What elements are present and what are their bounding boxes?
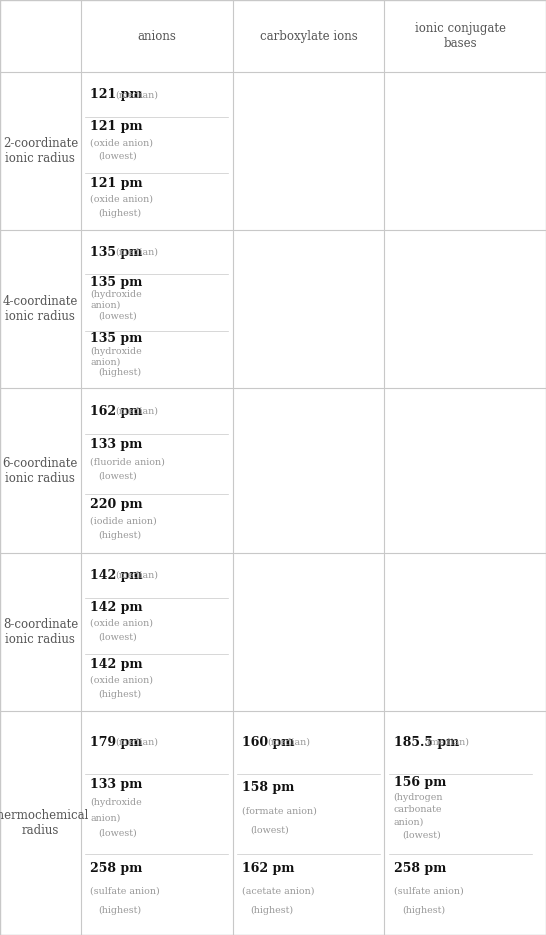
Text: (sulfate anion): (sulfate anion) — [394, 886, 464, 896]
Text: 135 pm: 135 pm — [90, 246, 143, 259]
Text: 121 pm: 121 pm — [90, 120, 143, 133]
Text: anion): anion) — [90, 813, 121, 822]
Text: (lowest): (lowest) — [250, 826, 289, 835]
Text: (lowest): (lowest) — [402, 830, 441, 839]
Text: (median): (median) — [116, 407, 159, 416]
Text: 160 pm: 160 pm — [242, 736, 294, 749]
Text: 4-coordinate
ionic radius: 4-coordinate ionic radius — [3, 295, 78, 324]
Text: 258 pm: 258 pm — [394, 862, 446, 875]
Text: 8-coordinate
ionic radius: 8-coordinate ionic radius — [3, 618, 78, 646]
Text: (median): (median) — [116, 571, 159, 580]
Text: (median): (median) — [116, 248, 159, 257]
Text: (oxide anion): (oxide anion) — [90, 195, 153, 204]
Text: anions: anions — [137, 30, 176, 43]
Text: 258 pm: 258 pm — [90, 862, 143, 875]
Text: 135 pm: 135 pm — [90, 276, 143, 289]
Text: (highest): (highest) — [402, 906, 445, 915]
Text: 156 pm: 156 pm — [394, 776, 446, 789]
Text: (highest): (highest) — [98, 689, 141, 698]
Text: ionic conjugate
bases: ionic conjugate bases — [415, 22, 506, 50]
Text: (formate anion): (formate anion) — [242, 806, 317, 815]
Text: (highest): (highest) — [98, 368, 141, 378]
Text: (hydrogen: (hydrogen — [394, 793, 443, 802]
Text: 162 pm: 162 pm — [90, 405, 143, 418]
Text: 6-coordinate
ionic radius: 6-coordinate ionic radius — [3, 456, 78, 484]
Text: (lowest): (lowest) — [98, 311, 137, 321]
Text: (sulfate anion): (sulfate anion) — [90, 886, 160, 896]
Text: carboxylate ions: carboxylate ions — [259, 30, 358, 43]
Text: (highest): (highest) — [98, 209, 141, 218]
Text: (median): (median) — [426, 738, 470, 747]
Text: (median): (median) — [116, 90, 159, 99]
Text: 2-coordinate
ionic radius: 2-coordinate ionic radius — [3, 137, 78, 165]
Text: (lowest): (lowest) — [98, 471, 137, 481]
Text: (oxide anion): (oxide anion) — [90, 138, 153, 147]
Text: (iodide anion): (iodide anion) — [90, 516, 157, 525]
Text: (hydroxide: (hydroxide — [90, 798, 142, 807]
Text: (hydroxide: (hydroxide — [90, 290, 142, 299]
Text: thermochemical
radius: thermochemical radius — [0, 809, 88, 837]
Text: anion): anion) — [394, 818, 424, 827]
Text: (lowest): (lowest) — [98, 828, 137, 838]
Text: 133 pm: 133 pm — [90, 778, 143, 791]
Text: 142 pm: 142 pm — [90, 601, 143, 613]
Text: (lowest): (lowest) — [98, 152, 137, 161]
Text: 142 pm: 142 pm — [90, 657, 143, 670]
Text: (lowest): (lowest) — [98, 633, 137, 641]
Text: (fluoride anion): (fluoride anion) — [90, 457, 165, 466]
Text: (highest): (highest) — [98, 906, 141, 915]
Text: (oxide anion): (oxide anion) — [90, 619, 153, 628]
Text: 121 pm: 121 pm — [90, 88, 143, 101]
Text: anion): anion) — [90, 358, 121, 367]
Text: (oxide anion): (oxide anion) — [90, 676, 153, 684]
Text: (median): (median) — [116, 738, 159, 747]
Text: (hydroxide: (hydroxide — [90, 347, 142, 356]
Text: 158 pm: 158 pm — [242, 781, 294, 794]
Text: 135 pm: 135 pm — [90, 332, 143, 345]
Text: 133 pm: 133 pm — [90, 438, 143, 451]
Text: (median): (median) — [268, 738, 311, 747]
Text: 179 pm: 179 pm — [90, 736, 143, 749]
Text: (highest): (highest) — [98, 531, 141, 540]
Text: 185.5 pm: 185.5 pm — [394, 736, 459, 749]
Text: anion): anion) — [90, 301, 121, 309]
Text: 220 pm: 220 pm — [90, 497, 143, 511]
Text: 121 pm: 121 pm — [90, 177, 143, 190]
Text: carbonate: carbonate — [394, 805, 442, 814]
Text: (acetate anion): (acetate anion) — [242, 886, 314, 896]
Text: (highest): (highest) — [250, 906, 293, 915]
Text: 162 pm: 162 pm — [242, 862, 294, 875]
Text: 142 pm: 142 pm — [90, 568, 143, 582]
